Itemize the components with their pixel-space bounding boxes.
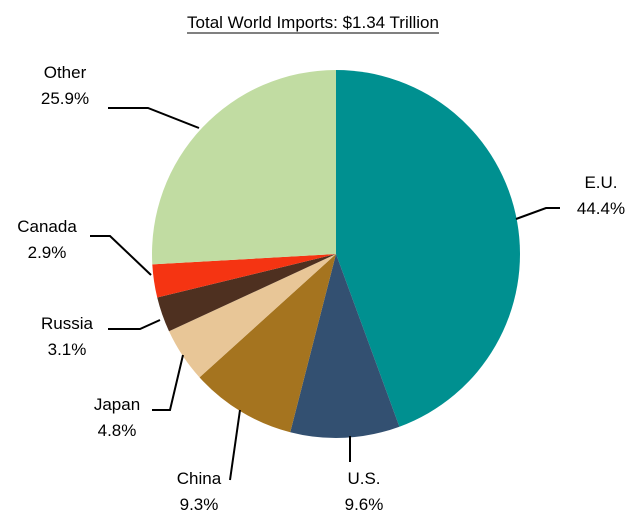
pie-slice-china	[199, 254, 336, 433]
slice-label-japan: Japan	[94, 395, 140, 414]
pie-slice-russia	[157, 254, 336, 332]
leader-lines	[90, 107, 560, 481]
slice-labels: E.U. 44.4% U.S. 9.6% China 9.3% Japan 4.8% Russi…	[17, 63, 625, 514]
slice-label-canada: Canada	[17, 217, 77, 236]
slice-value-japan: 4.8%	[98, 421, 137, 440]
slice-value-e-u: 44.4%	[577, 199, 625, 218]
slice-label-china: China	[177, 469, 222, 488]
slice-value-u-s: 9.6%	[345, 495, 384, 514]
pie-slice-japan	[169, 254, 336, 378]
pie-slice-other	[151, 70, 336, 265]
leader-line-china	[229, 409, 241, 481]
leader-line-e-u	[515, 207, 560, 220]
slice-label-other: Other	[44, 63, 87, 82]
slice-value-other: 25.9%	[41, 89, 89, 108]
slice-value-china: 9.3%	[180, 495, 219, 514]
pie-slice-e-u	[336, 70, 520, 427]
chart-title: Total World Imports: $1.34 Trillion	[187, 13, 439, 32]
slice-value-canada: 2.9%	[28, 243, 67, 262]
slice-label-e-u: E.U.	[584, 173, 617, 192]
pie-slices	[151, 70, 520, 438]
leader-line-japan	[152, 354, 184, 411]
leader-line-russia	[108, 319, 161, 330]
leader-line-other	[108, 107, 200, 129]
pie-slice-canada	[152, 254, 336, 298]
slice-label-russia: Russia	[41, 314, 94, 333]
pie-slice-u-s	[290, 254, 400, 438]
slice-value-russia: 3.1%	[48, 340, 87, 359]
leader-line-canada	[90, 235, 152, 276]
slice-label-u-s: U.S.	[347, 469, 380, 488]
